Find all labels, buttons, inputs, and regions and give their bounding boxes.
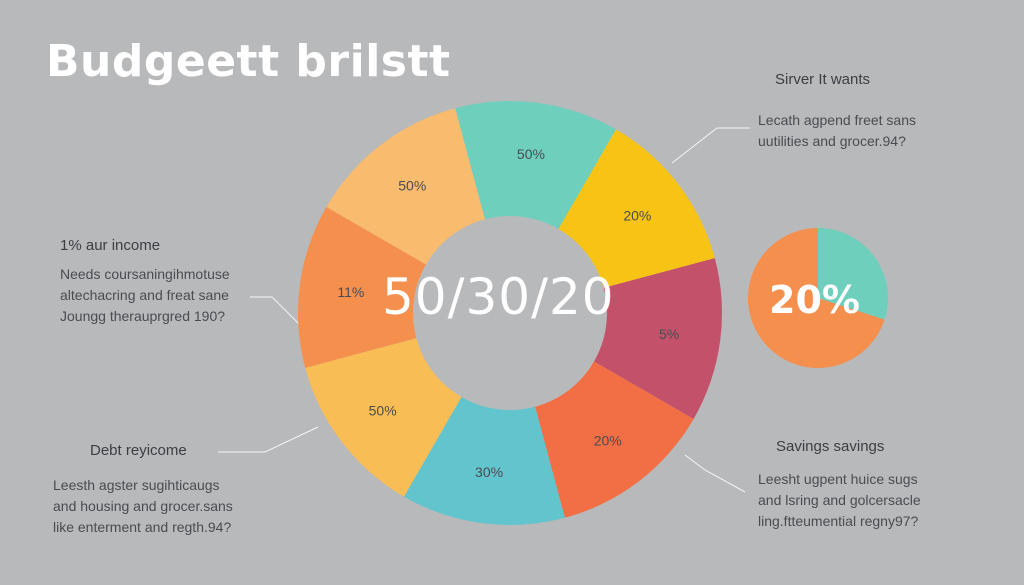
connector-line (684, 454, 746, 493)
mini-pie-slice (818, 228, 889, 320)
donut-center-label: 50/30/20 (382, 268, 615, 326)
block-line: Joungg therauprgred 190? (60, 308, 226, 324)
block-heading: 1% aur income (60, 237, 161, 254)
mini-pie-slice (748, 228, 885, 368)
block-heading: Debt reyicome (90, 442, 187, 459)
block-heading: Sirver It wants (775, 71, 871, 88)
mini-pie-label: 20% (769, 278, 860, 322)
connector-lines (218, 127, 750, 493)
donut-slice (326, 108, 485, 265)
donut-slice-label: 11% (337, 284, 364, 300)
donut-slice (404, 397, 565, 525)
block-line: Lecath agpend freet sans (758, 112, 917, 128)
donut-slice (455, 101, 616, 229)
block-line: like enterment and regth.94? (53, 519, 232, 535)
donut-slice-label: 5% (659, 326, 679, 342)
wants-text-block: Sirver It wants Lecath agpend freet sans… (758, 71, 916, 152)
donut-slice (298, 207, 426, 368)
donut-chart: 50% 20% 5% 20% 30% 50% 11% 50% (298, 101, 722, 525)
mini-pie-chart (748, 228, 889, 368)
block-line: uutilities and grocer.94? (758, 133, 906, 149)
page-title: Budgeett brilstt (46, 36, 451, 87)
block-line: Needs coursaningihmotuse (60, 266, 230, 282)
donut-slice-label: 30% (475, 464, 503, 480)
block-line: and lsring and golcersacle (758, 492, 921, 508)
block-line: altechacring and freat sane (60, 287, 229, 303)
connector-line (218, 426, 319, 453)
needs-text-block: 1% aur income Needs coursaningihmotuse a… (60, 237, 230, 327)
donut-slice-label: 50% (398, 178, 426, 194)
block-line: and housing and grocer.sans (53, 498, 233, 514)
donut-slice-label: 20% (623, 207, 651, 223)
donut-slice (535, 361, 694, 518)
block-line: Leesht ugpent huice sugs (758, 471, 918, 487)
block-line: ling.ftteumential regny97? (758, 513, 919, 529)
donut-slice (305, 338, 462, 497)
donut-slice-label: 50% (517, 146, 545, 162)
donut-slice (558, 129, 715, 288)
donut-slice-label: 50% (369, 403, 397, 419)
connector-line (250, 296, 301, 326)
block-heading: Savings savings (776, 438, 885, 455)
debt-text-block: Debt reyicome Leesth agster sugihticaugs… (53, 442, 233, 538)
savings-text-block: Savings savings Leesht ugpent huice sugs… (758, 438, 921, 532)
donut-slice-label: 20% (594, 432, 622, 448)
block-line: Leesth agster sugihticaugs (53, 477, 220, 493)
connector-line (671, 127, 750, 164)
donut-slice (594, 258, 722, 419)
